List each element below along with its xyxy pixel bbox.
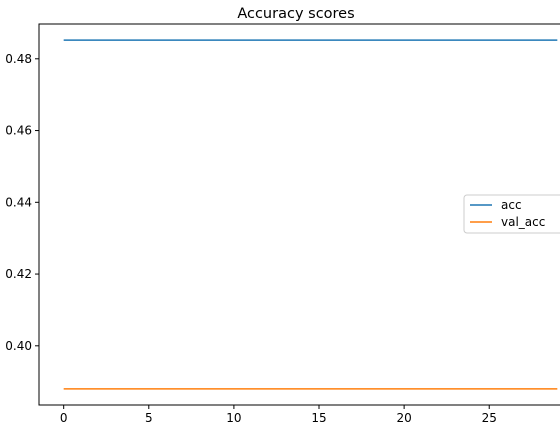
x-tick-label: 15 — [311, 411, 326, 425]
x-tick-label: 0 — [60, 411, 68, 425]
legend-label-acc: acc — [501, 198, 522, 212]
y-tick-label: 0.48 — [5, 52, 32, 66]
x-tick-label: 20 — [396, 411, 411, 425]
x-tick-label: 5 — [145, 411, 153, 425]
y-tick-label: 0.46 — [5, 124, 32, 138]
y-tick-label: 0.44 — [5, 195, 32, 209]
y-tick-label: 0.40 — [5, 339, 32, 353]
chart-title: Accuracy scores — [237, 6, 354, 22]
series-layer — [63, 39, 558, 390]
y-axis: 0.40 0.42 0.44 0.46 0.48 — [5, 52, 39, 353]
y-tick-label: 0.42 — [5, 267, 32, 281]
x-tick-label: 25 — [482, 411, 497, 425]
x-tick-label: 10 — [226, 411, 241, 425]
legend: acc val_acc — [463, 194, 560, 234]
legend-label-val-acc: val_acc — [501, 215, 545, 229]
plot-area-frame — [38, 23, 560, 406]
x-axis: 051015202530 — [60, 405, 497, 425]
